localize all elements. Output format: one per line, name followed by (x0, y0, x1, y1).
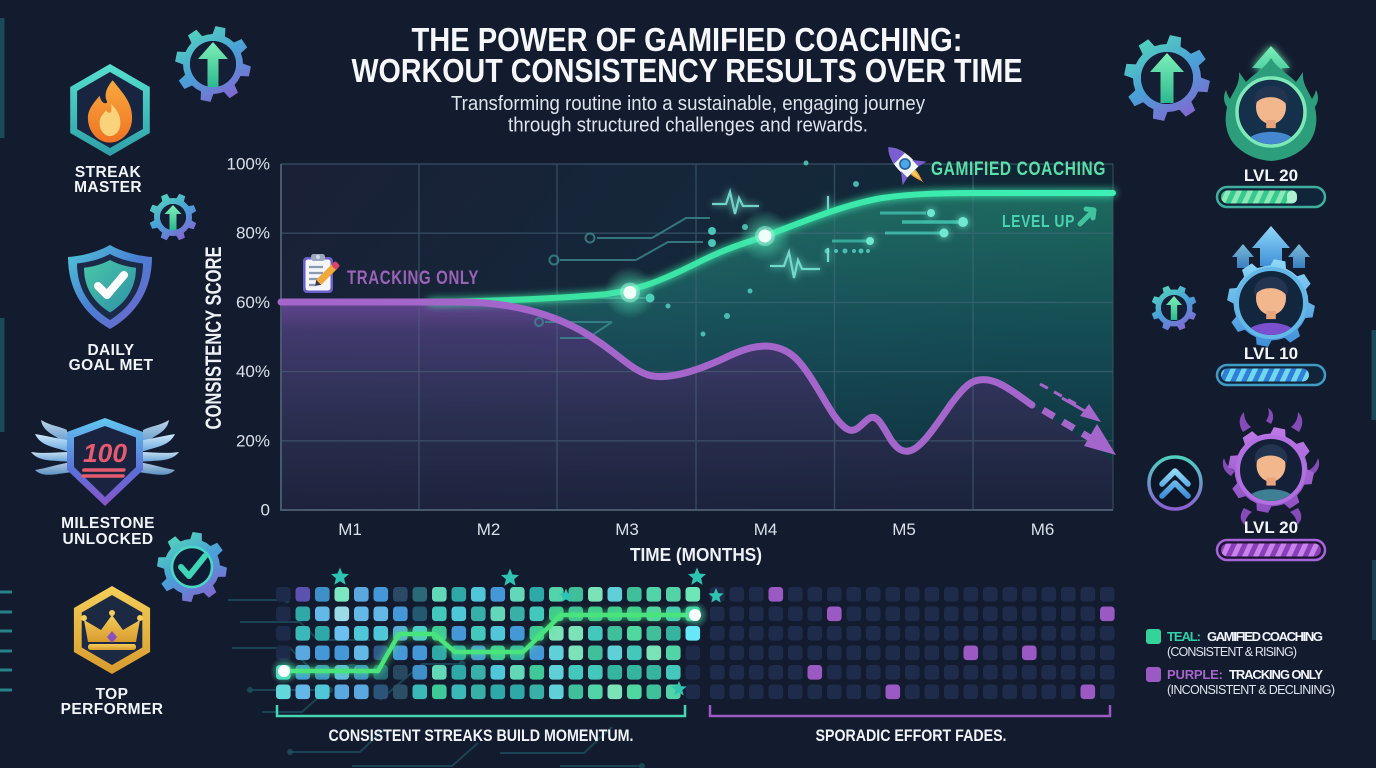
svg-text:(INCONSISTENT & DECLINING): (INCONSISTENT & DECLINING) (1167, 683, 1335, 697)
svg-text:40%: 40% (236, 362, 270, 381)
svg-text:DAILY: DAILY (87, 342, 134, 359)
svg-text:TEAL:: TEAL: (1167, 629, 1201, 644)
svg-text:WORKOUT CONSISTENCY RESULTS OV: WORKOUT CONSISTENCY RESULTS OVER TIME (352, 52, 1023, 89)
svg-text:TIME (MONTHS): TIME (MONTHS) (630, 544, 762, 565)
svg-text:80%: 80% (236, 224, 270, 243)
svg-text:LVL 10: LVL 10 (1244, 344, 1298, 363)
svg-text:M3: M3 (615, 520, 639, 539)
svg-text:MASTER: MASTER (74, 179, 142, 196)
svg-text:Transforming routine into a su: Transforming routine into a sustainable,… (451, 93, 925, 115)
svg-text:TOP: TOP (96, 686, 129, 703)
svg-text:M4: M4 (754, 520, 778, 539)
svg-text:GAMIFIED COACHING: GAMIFIED COACHING (931, 159, 1106, 180)
svg-text:PURPLE:: PURPLE: (1167, 667, 1223, 682)
svg-text:100: 100 (83, 438, 128, 468)
svg-text:GOAL MET: GOAL MET (69, 357, 154, 374)
svg-text:STREAK: STREAK (75, 164, 142, 181)
svg-text:LVL 20: LVL 20 (1244, 518, 1298, 537)
svg-text:through structured challenges: through structured challenges and reward… (508, 115, 868, 137)
svg-text:M5: M5 (892, 520, 916, 539)
svg-text:CONSISTENT STREAKS BUILD MOMEN: CONSISTENT STREAKS BUILD MOMENTUM. (329, 727, 634, 745)
svg-text:M6: M6 (1031, 520, 1055, 539)
svg-text:0: 0 (261, 501, 270, 520)
svg-text:GAMIFIED COACHING: GAMIFIED COACHING (1207, 629, 1323, 644)
svg-text:(CONSISTENT & RISING): (CONSISTENT & RISING) (1167, 645, 1297, 659)
svg-text:UNLOCKED: UNLOCKED (62, 531, 153, 548)
svg-text:20%: 20% (236, 431, 270, 450)
svg-text:M2: M2 (477, 520, 501, 539)
svg-text:CONSISTENCY SCORE: CONSISTENCY SCORE (201, 247, 226, 430)
svg-text:PERFORMER: PERFORMER (61, 701, 164, 718)
svg-text:SPORADIC EFFORT FADES.: SPORADIC EFFORT FADES. (816, 727, 1007, 745)
svg-text:60%: 60% (236, 293, 270, 312)
svg-text:THE POWER OF GAMIFIED COACHING: THE POWER OF GAMIFIED COACHING: (412, 21, 963, 58)
svg-text:TRACKING ONLY: TRACKING ONLY (347, 268, 479, 289)
svg-text:M1: M1 (338, 520, 362, 539)
svg-text:MILESTONE: MILESTONE (61, 515, 155, 532)
svg-text:LEVEL UP: LEVEL UP (1002, 211, 1075, 231)
svg-text:TRACKING ONLY: TRACKING ONLY (1229, 667, 1323, 682)
svg-text:LVL 20: LVL 20 (1244, 166, 1298, 185)
svg-text:100%: 100% (227, 155, 270, 174)
